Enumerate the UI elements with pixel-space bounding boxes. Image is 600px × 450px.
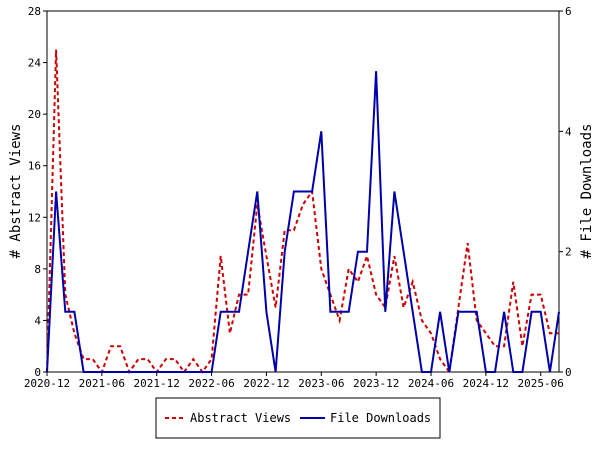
y-tick-label-right: 0 xyxy=(565,366,572,379)
legend: Abstract Views File Downloads xyxy=(155,397,441,439)
y-tick-label-left: 16 xyxy=(28,160,41,173)
x-tick-label: 2024-12 xyxy=(463,377,509,390)
y-tick-label-left: 20 xyxy=(28,108,41,121)
y-tick-label-right: 2 xyxy=(565,246,572,259)
x-tick-label: 2023-12 xyxy=(353,377,399,390)
series-line-abstract-views xyxy=(46,49,559,375)
y-tick-label-left: 4 xyxy=(34,314,41,327)
x-tick-label: 2024-06 xyxy=(408,377,454,390)
y-tick-label-left: 12 xyxy=(28,211,41,224)
y-tick-label-left: 0 xyxy=(34,366,41,379)
y-axis-title-left: # Abstract Views xyxy=(8,124,24,259)
legend-label-file-downloads: File Downloads xyxy=(330,411,431,425)
x-tick-label: 2025-06 xyxy=(518,377,564,390)
x-tick-label: 2021-06 xyxy=(79,377,125,390)
x-axis: 2020-12 2021-06 2021-12 2022-06 2022-12 2023-… xyxy=(24,372,564,390)
x-tick-label: 2021-12 xyxy=(134,377,180,390)
legend-box xyxy=(155,397,441,439)
y-tick-label-left: 8 xyxy=(34,263,41,276)
y-tick-label-left: 24 xyxy=(28,57,42,70)
x-tick-label: 2023-06 xyxy=(298,377,344,390)
legend-label-abstract-views: Abstract Views xyxy=(190,411,291,425)
y-axis-right: 0 2 4 6 xyxy=(559,5,572,379)
x-tick-label: 2022-12 xyxy=(243,377,289,390)
x-tick-label: 2022-06 xyxy=(188,377,234,390)
series-layer xyxy=(46,49,560,375)
y-axis-left: 0 4 8 12 16 20 24 28 xyxy=(28,5,47,379)
y-tick-label-right: 6 xyxy=(565,5,572,18)
y-tick-label-right: 4 xyxy=(565,125,572,138)
x-tick-label: 2020-12 xyxy=(24,377,70,390)
y-tick-label-left: 28 xyxy=(28,5,41,18)
y-axis-title-right: # File Downloads xyxy=(579,124,595,259)
series-line-file-downloads xyxy=(46,71,560,373)
